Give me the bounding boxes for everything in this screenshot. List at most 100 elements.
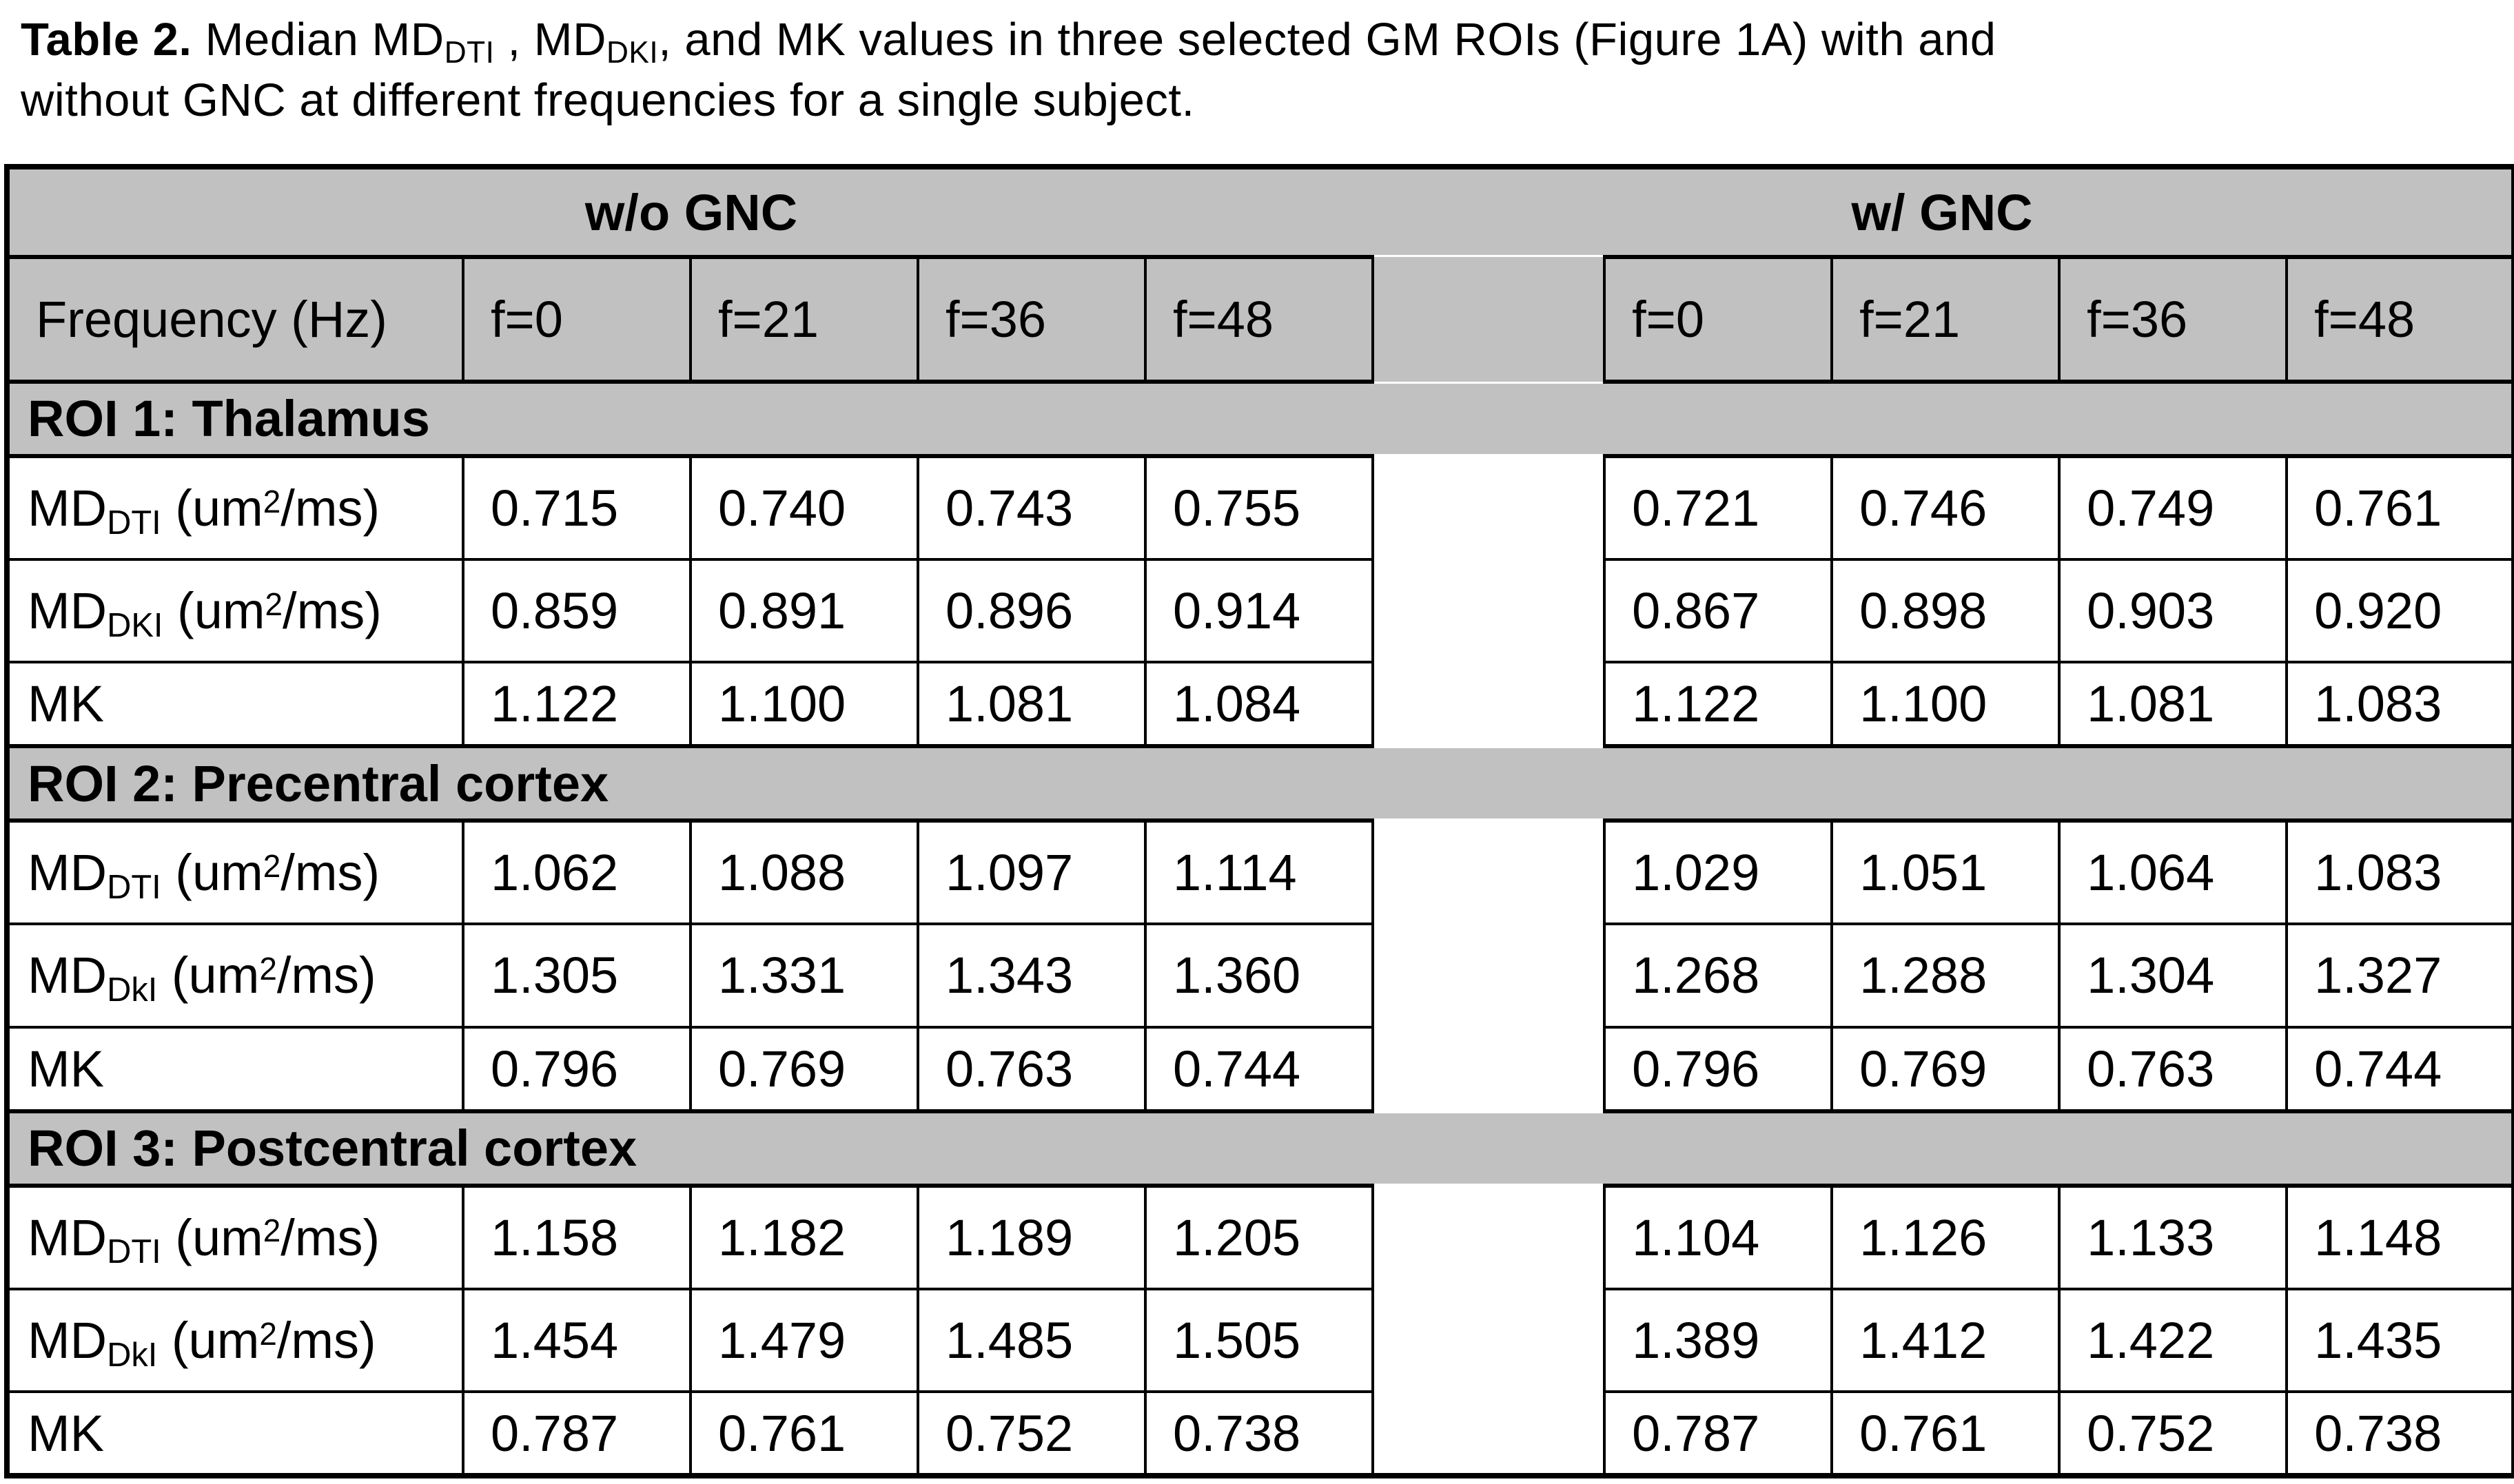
value-cell: 0.859 [462, 557, 692, 664]
value-cell: 1.104 [1603, 1183, 1834, 1290]
label-subscript: DTI [107, 1233, 161, 1271]
value-cell: 1.083 [2285, 661, 2514, 749]
value-cell: 0.763 [2058, 1025, 2289, 1113]
value-cell: 1.305 [462, 923, 692, 1029]
roi-1-row-mddki: MDDKI (um2/ms) 0.859 0.891 0.896 0.914 0… [6, 557, 2514, 664]
freq-header-w-f0: f=0 [1603, 255, 1834, 384]
value-cell: 0.896 [917, 557, 1147, 664]
value-cell: 0.761 [2285, 454, 2514, 561]
roi-3-title: ROI 3: Postcentral cortex [7, 1111, 2514, 1186]
row-label-mddti: MDDTI (um2/ms) [6, 818, 464, 926]
value-cell: 1.148 [2285, 1183, 2514, 1290]
label-unit-post: /ms) [276, 947, 376, 1004]
label-base: MK [28, 1040, 104, 1097]
label-base: MD [28, 1311, 108, 1369]
roi-2-row-mk: MK 0.796 0.769 0.763 0.744 0.796 0.769 0… [6, 1025, 2514, 1113]
roi-1-title: ROI 1: Thalamus [7, 381, 2514, 457]
caption-text-3: , and MK values in three selected GM ROI… [658, 14, 1996, 65]
label-base: MK [28, 675, 104, 733]
label-unit-sup: 2 [263, 1213, 281, 1249]
value-cell: 1.360 [1143, 923, 1375, 1029]
value-cell: 1.084 [1143, 661, 1375, 749]
roi-2-row-mddki: MDDkI (um2/ms) 1.305 1.331 1.343 1.360 1… [6, 923, 2514, 1029]
value-cell: 0.867 [1603, 557, 1834, 664]
label-unit: (um [163, 581, 265, 639]
label-unit-sup: 2 [259, 1315, 277, 1352]
label-subscript: DkI [107, 1336, 158, 1374]
caption-table-number: Table 2. [21, 14, 192, 65]
label-subscript: DTI [107, 504, 161, 542]
value-cell: 1.454 [462, 1287, 692, 1394]
row-label-mk: MK [6, 661, 464, 749]
label-unit-sup: 2 [259, 951, 277, 987]
value-cell: 1.485 [917, 1287, 1147, 1394]
row-label-mddki: MDDkI (um2/ms) [6, 1287, 464, 1394]
label-unit-post: /ms) [276, 1311, 376, 1369]
label-unit: (um [161, 479, 263, 537]
value-cell: 1.100 [689, 661, 919, 749]
group-header-w-gnc: w/ GNC [1373, 167, 2514, 258]
value-cell: 0.891 [689, 557, 919, 664]
value-cell: 1.422 [2058, 1287, 2289, 1394]
value-cell: 1.304 [2058, 923, 2289, 1029]
value-cell: 1.122 [1603, 661, 1834, 749]
value-cell: 1.288 [1830, 923, 2061, 1029]
value-cell: 0.752 [917, 1390, 1147, 1478]
table-2: w/o GNC w/ GNC Frequency (Hz) f=0 f=21 f… [4, 164, 2514, 1478]
freq-header-w-f21: f=21 [1830, 255, 2061, 384]
value-cell: 1.097 [917, 818, 1147, 926]
value-cell: 0.744 [1143, 1025, 1375, 1113]
value-cell: 1.505 [1143, 1287, 1375, 1394]
value-cell: 0.746 [1830, 454, 2061, 561]
roi-1-row-mk: MK 1.122 1.100 1.081 1.084 1.122 1.100 1… [6, 661, 2514, 749]
value-cell: 0.721 [1603, 454, 1834, 561]
value-cell: 1.029 [1603, 818, 1834, 926]
value-cell: 0.738 [1143, 1390, 1375, 1478]
frequency-label-cell: Frequency (Hz) [6, 255, 464, 384]
group-header-row: w/o GNC w/ GNC [7, 167, 2514, 258]
value-cell: 1.268 [1603, 923, 1834, 1029]
roi-1-row-mddti: MDDTI (um2/ms) 0.715 0.740 0.743 0.755 0… [6, 454, 2514, 747]
row-label-mddki: MDDKI (um2/ms) [6, 557, 464, 664]
label-unit-sup: 2 [263, 847, 281, 884]
row-label-mk: MK [6, 1025, 464, 1113]
value-cell: 0.761 [1830, 1390, 2061, 1478]
freq-header-wo-f36: f=36 [917, 255, 1147, 384]
gap-spacer-cell [1373, 456, 1605, 747]
value-cell: 0.761 [689, 1390, 919, 1478]
row-label-mddki: MDDkI (um2/ms) [6, 923, 464, 1029]
value-cell: 1.158 [462, 1183, 692, 1290]
label-unit: (um [161, 844, 263, 902]
freq-header-wo-f48: f=48 [1143, 255, 1375, 384]
value-cell: 0.769 [1830, 1025, 2061, 1113]
value-cell: 0.715 [462, 454, 692, 561]
value-cell: 1.088 [689, 818, 919, 926]
freq-header-wo-f21: f=21 [689, 255, 919, 384]
row-label-mddti: MDDTI (um2/ms) [6, 454, 464, 561]
freq-header-w-f36: f=36 [2058, 255, 2289, 384]
value-cell: 0.752 [2058, 1390, 2289, 1478]
value-cell: 1.051 [1830, 818, 2061, 926]
value-cell: 0.755 [1143, 454, 1375, 561]
freq-header-w-f48: f=48 [2285, 255, 2514, 384]
value-cell: 1.081 [2058, 661, 2289, 749]
header-gap-cell [1373, 257, 1605, 382]
roi-1-section-header: ROI 1: Thalamus [7, 381, 2514, 457]
value-cell: 0.743 [917, 454, 1147, 561]
value-cell: 0.898 [1830, 557, 2061, 664]
value-cell: 1.122 [462, 661, 692, 749]
label-unit-sup: 2 [263, 483, 281, 519]
gap-spacer-cell [1373, 1185, 1605, 1476]
label-base: MD [28, 581, 108, 639]
label-subscript: DTI [107, 868, 161, 906]
caption-text-4: without GNC at different frequencies for… [21, 74, 1195, 127]
value-cell: 1.327 [2285, 923, 2514, 1029]
freq-header-wo-f0: f=0 [462, 255, 692, 384]
value-cell: 1.062 [462, 818, 692, 926]
value-cell: 0.763 [917, 1025, 1147, 1113]
label-base: MD [28, 844, 108, 902]
caption-text-2: , MD [494, 14, 606, 65]
table-caption: Table 2. Median MDDTI , MDDKI, and MK va… [21, 10, 2495, 132]
value-cell: 0.903 [2058, 557, 2289, 664]
